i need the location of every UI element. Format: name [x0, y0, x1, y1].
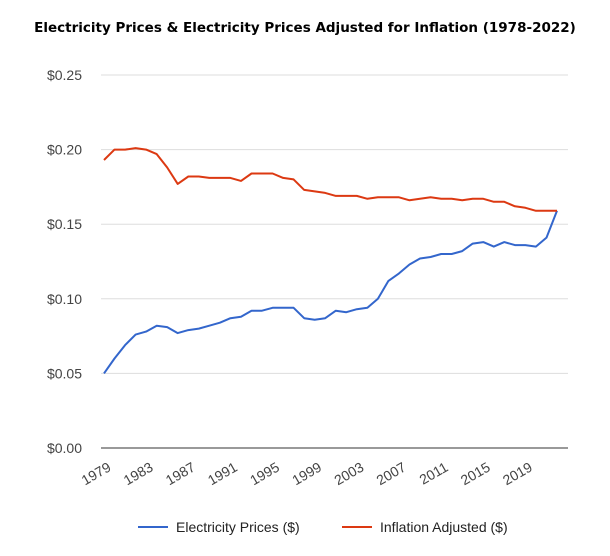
- x-tick-label: 1987: [163, 459, 198, 489]
- x-tick-label: 2003: [331, 459, 366, 489]
- y-tick-label: $0.25: [47, 67, 82, 83]
- series-line-electricity-prices: [103, 210, 558, 374]
- x-tick-label: 1995: [247, 459, 282, 489]
- y-tick-label: $0.15: [47, 216, 82, 232]
- legend-label: Electricity Prices ($): [176, 519, 300, 535]
- series-line-inflation-adjusted: [103, 147, 557, 212]
- y-tick-label: $0.20: [47, 142, 82, 158]
- x-tick-label: 2015: [458, 459, 493, 489]
- y-tick-label: $0.10: [47, 291, 82, 307]
- y-tick-label: $0.05: [47, 365, 82, 381]
- x-tick-label: 1991: [205, 459, 240, 489]
- x-tick-label: 1999: [289, 459, 324, 489]
- chart-title: Electricity Prices & Electricity Prices …: [34, 20, 576, 36]
- legend-label: Inflation Adjusted ($): [380, 519, 508, 535]
- x-tick-label: 2011: [417, 459, 451, 488]
- x-tick-label: 2007: [373, 459, 408, 489]
- x-tick-label: 1983: [121, 459, 156, 489]
- y-tick-label: $0.00: [47, 440, 82, 456]
- x-tick-label: 1979: [79, 459, 114, 489]
- x-tick-label: 2019: [500, 459, 535, 489]
